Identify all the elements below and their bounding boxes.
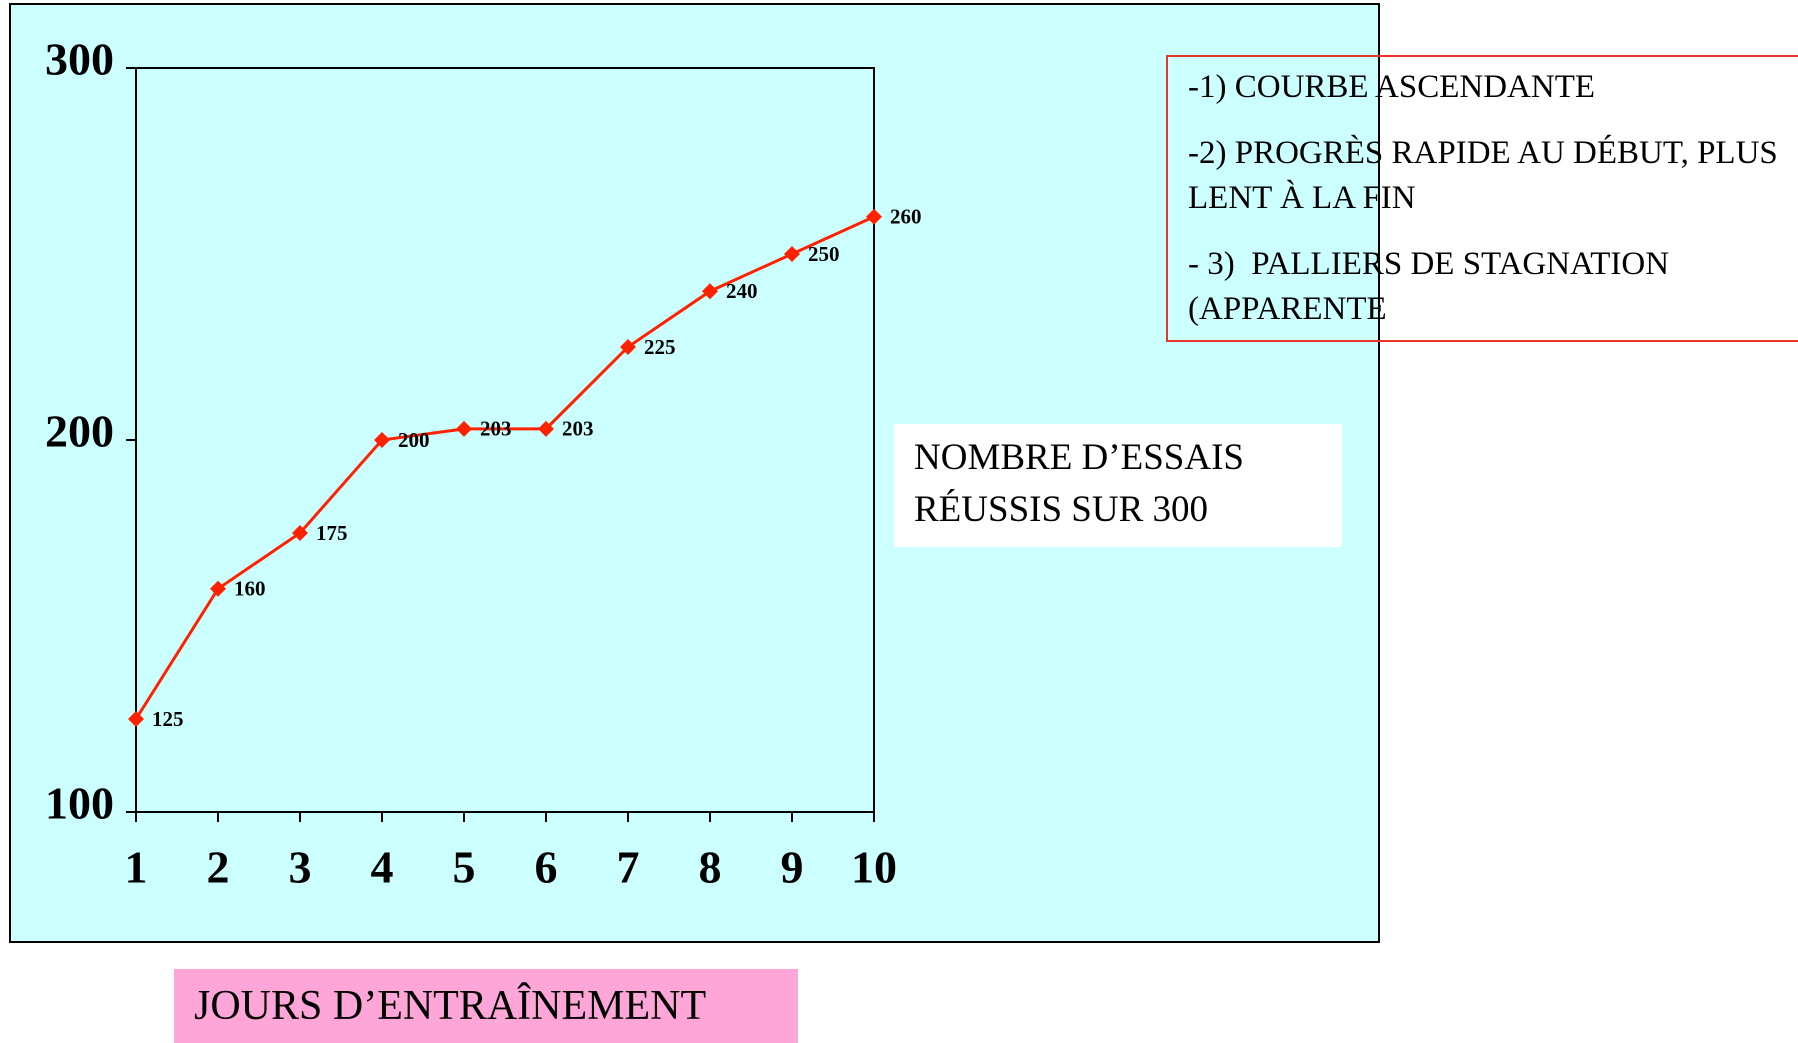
data-label: 175 — [316, 521, 348, 545]
y-tick-label: 100 — [45, 778, 114, 829]
x-tick-label: 2 — [207, 842, 230, 893]
marker — [702, 283, 718, 300]
y-axis-label: NOMBRE D’ESSAIS RÉUSSIS SUR 300 — [894, 424, 1342, 547]
marker — [292, 525, 308, 541]
note: -2) PROGRÈS RAPIDE AU DÉBUT, PLUS LENT À… — [1188, 135, 1787, 216]
marker — [866, 208, 882, 225]
x-axis-label: JOURS D’ENTRAÎNEMENT — [174, 969, 798, 1043]
marker — [538, 420, 554, 437]
x-tick-label: 9 — [781, 842, 804, 893]
marker — [620, 339, 636, 355]
marker — [784, 246, 800, 262]
marker — [128, 711, 144, 727]
data-label: 250 — [808, 242, 840, 266]
marker — [456, 420, 472, 437]
marker — [374, 432, 390, 448]
data-label: 225 — [644, 335, 676, 359]
data-label: 200 — [398, 428, 430, 452]
data-label: 203 — [480, 417, 512, 441]
note: -1) COURBE ASCENDANTE — [1188, 69, 1596, 105]
y-tick-label: 300 — [45, 34, 114, 85]
x-tick-label: 10 — [851, 842, 897, 893]
line — [134, 215, 875, 720]
x-tick-label: 4 — [371, 842, 394, 893]
note: - 3) PALLIERS DE STAGNATION (APPARENTE — [1188, 246, 1678, 327]
data-label: 125 — [152, 707, 184, 731]
x-tick-label: 3 — [289, 842, 312, 893]
x-tick-label: 6 — [535, 842, 558, 893]
y-tick-label: 200 — [45, 406, 114, 457]
x-tick-label: 5 — [453, 842, 476, 893]
data-label: 260 — [890, 205, 922, 229]
marker — [210, 580, 226, 597]
x-tick-label: 8 — [699, 842, 722, 893]
data-label: 203 — [562, 417, 594, 441]
notes-box: -1) COURBE ASCENDANTE -2) PROGRÈS RAPIDE… — [1166, 55, 1798, 342]
data-label: 160 — [234, 577, 266, 601]
x-tick-label: 7 — [617, 842, 640, 893]
data-label: 240 — [726, 279, 758, 303]
x-tick-label: 1 — [125, 842, 148, 893]
